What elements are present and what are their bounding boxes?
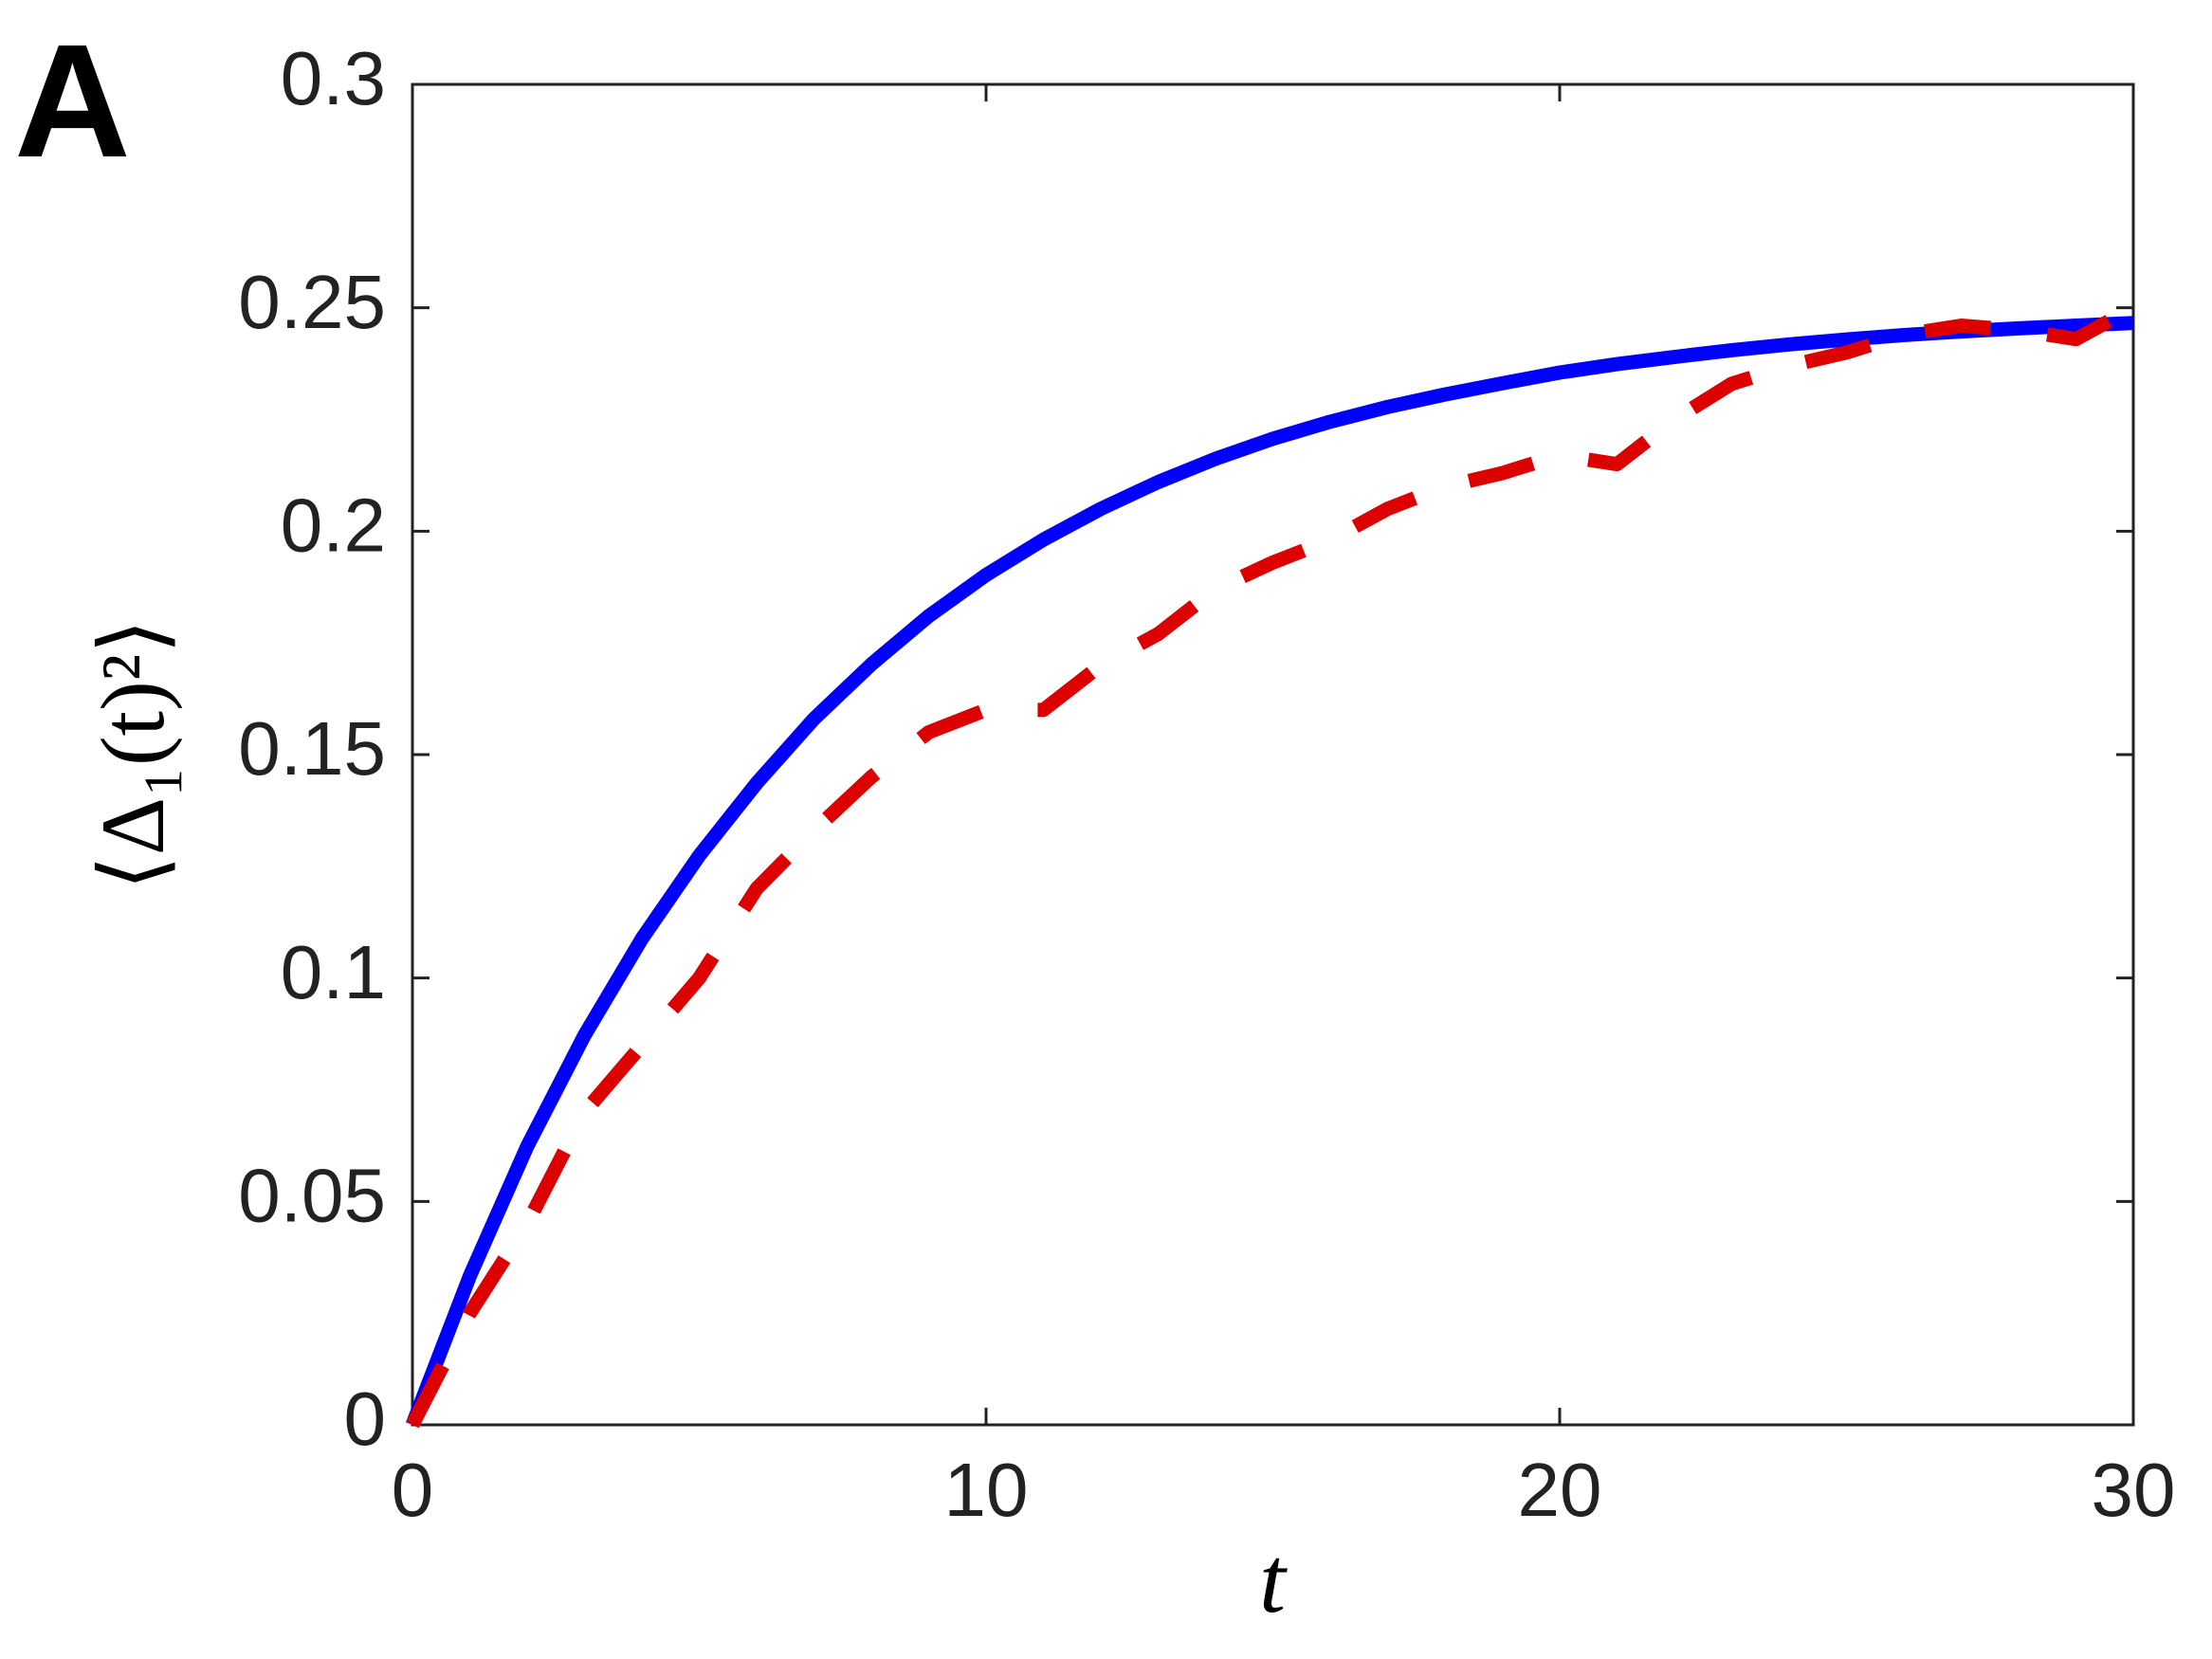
y-tick-label: 0.25	[238, 260, 386, 344]
series-line	[406, 301, 2137, 1429]
x-axis-label: t	[1259, 1527, 1288, 1632]
y-tick-label: 0.05	[238, 1153, 386, 1237]
x-tick-label: 0	[392, 1448, 434, 1532]
y-tick-label: 0.15	[238, 706, 386, 791]
y-axis-label: ⟨Δ₁(t)²⟩	[82, 619, 183, 890]
x-tick-label: 20	[1518, 1448, 1602, 1532]
y-tick-label: 0.3	[281, 36, 386, 120]
x-tick-label: 30	[2092, 1448, 2176, 1532]
panel-label: A	[14, 11, 131, 191]
y-tick-label: 0.2	[281, 483, 386, 567]
series-line	[406, 316, 2134, 1428]
y-tick-label: 0.1	[281, 930, 386, 1014]
y-tick-label: 0	[344, 1376, 387, 1461]
x-tick-label: 10	[944, 1448, 1029, 1532]
plot-frame	[411, 82, 2135, 1427]
